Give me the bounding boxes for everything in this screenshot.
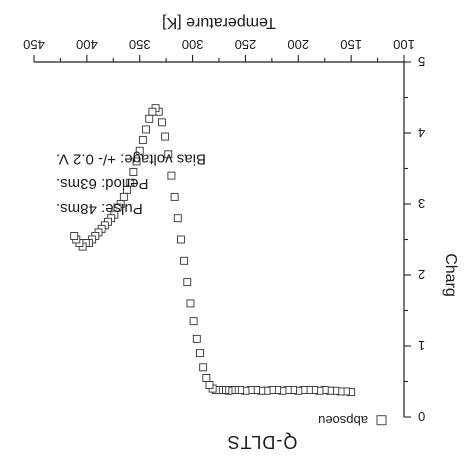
x-tick-label: 250 [235, 37, 257, 52]
data-point [170, 192, 179, 201]
data-point [183, 278, 192, 287]
x-tick-label: 150 [340, 37, 362, 52]
data-point [138, 136, 147, 145]
annotation-text: Period: 63ms. [56, 175, 149, 192]
data-point [161, 132, 170, 141]
data-point [157, 118, 166, 127]
data-point [145, 114, 154, 123]
data-point [189, 317, 198, 326]
data-point [205, 381, 214, 390]
x-tick-label: 300 [182, 37, 204, 52]
x-tick-label: 350 [129, 37, 151, 52]
annotation-text: Bias voltage: +/- 0.2 V. [56, 150, 206, 167]
data-point [135, 146, 144, 155]
y-tick-label: 0 [418, 409, 425, 424]
data-point [196, 349, 204, 358]
data-point [186, 299, 195, 308]
y-tick-label: 4 [418, 125, 425, 140]
data-point [199, 363, 208, 372]
axes [33, 55, 411, 418]
data-point [142, 125, 151, 134]
x-tick-label: 450 [23, 37, 45, 52]
data-point [164, 150, 173, 159]
legend-label: abpsoeu [318, 413, 368, 428]
data-point [173, 214, 182, 223]
x-tick-label: 100 [393, 37, 415, 52]
data-point [202, 373, 211, 382]
data-point [132, 157, 141, 166]
data-point [176, 235, 185, 244]
chart-title: Q-DLTS [227, 432, 298, 452]
data-point [70, 231, 79, 240]
y-tick-label: 5 [418, 54, 425, 69]
chart-text: 100 150 200 250 300 350 400 450 0 1 2 3 4 5 Temperatur… [23, 14, 459, 452]
data-point [129, 168, 138, 176]
y-axis-title: Charg [442, 253, 459, 297]
series-markers [70, 104, 387, 426]
data-point [148, 107, 157, 116]
x-axis-title: Temperature [K] [162, 14, 276, 31]
annotation-text: Pulse: 48ms. [56, 200, 143, 217]
legend-marker [376, 415, 387, 426]
data-point [180, 256, 189, 265]
data-point [192, 334, 201, 343]
y-tick-label: 2 [418, 267, 425, 282]
x-tick-label: 200 [287, 37, 309, 52]
y-tick-label: 1 [418, 338, 425, 353]
data-point [167, 171, 176, 180]
x-tick-label: 400 [76, 37, 98, 52]
y-tick-label: 3 [418, 196, 425, 211]
